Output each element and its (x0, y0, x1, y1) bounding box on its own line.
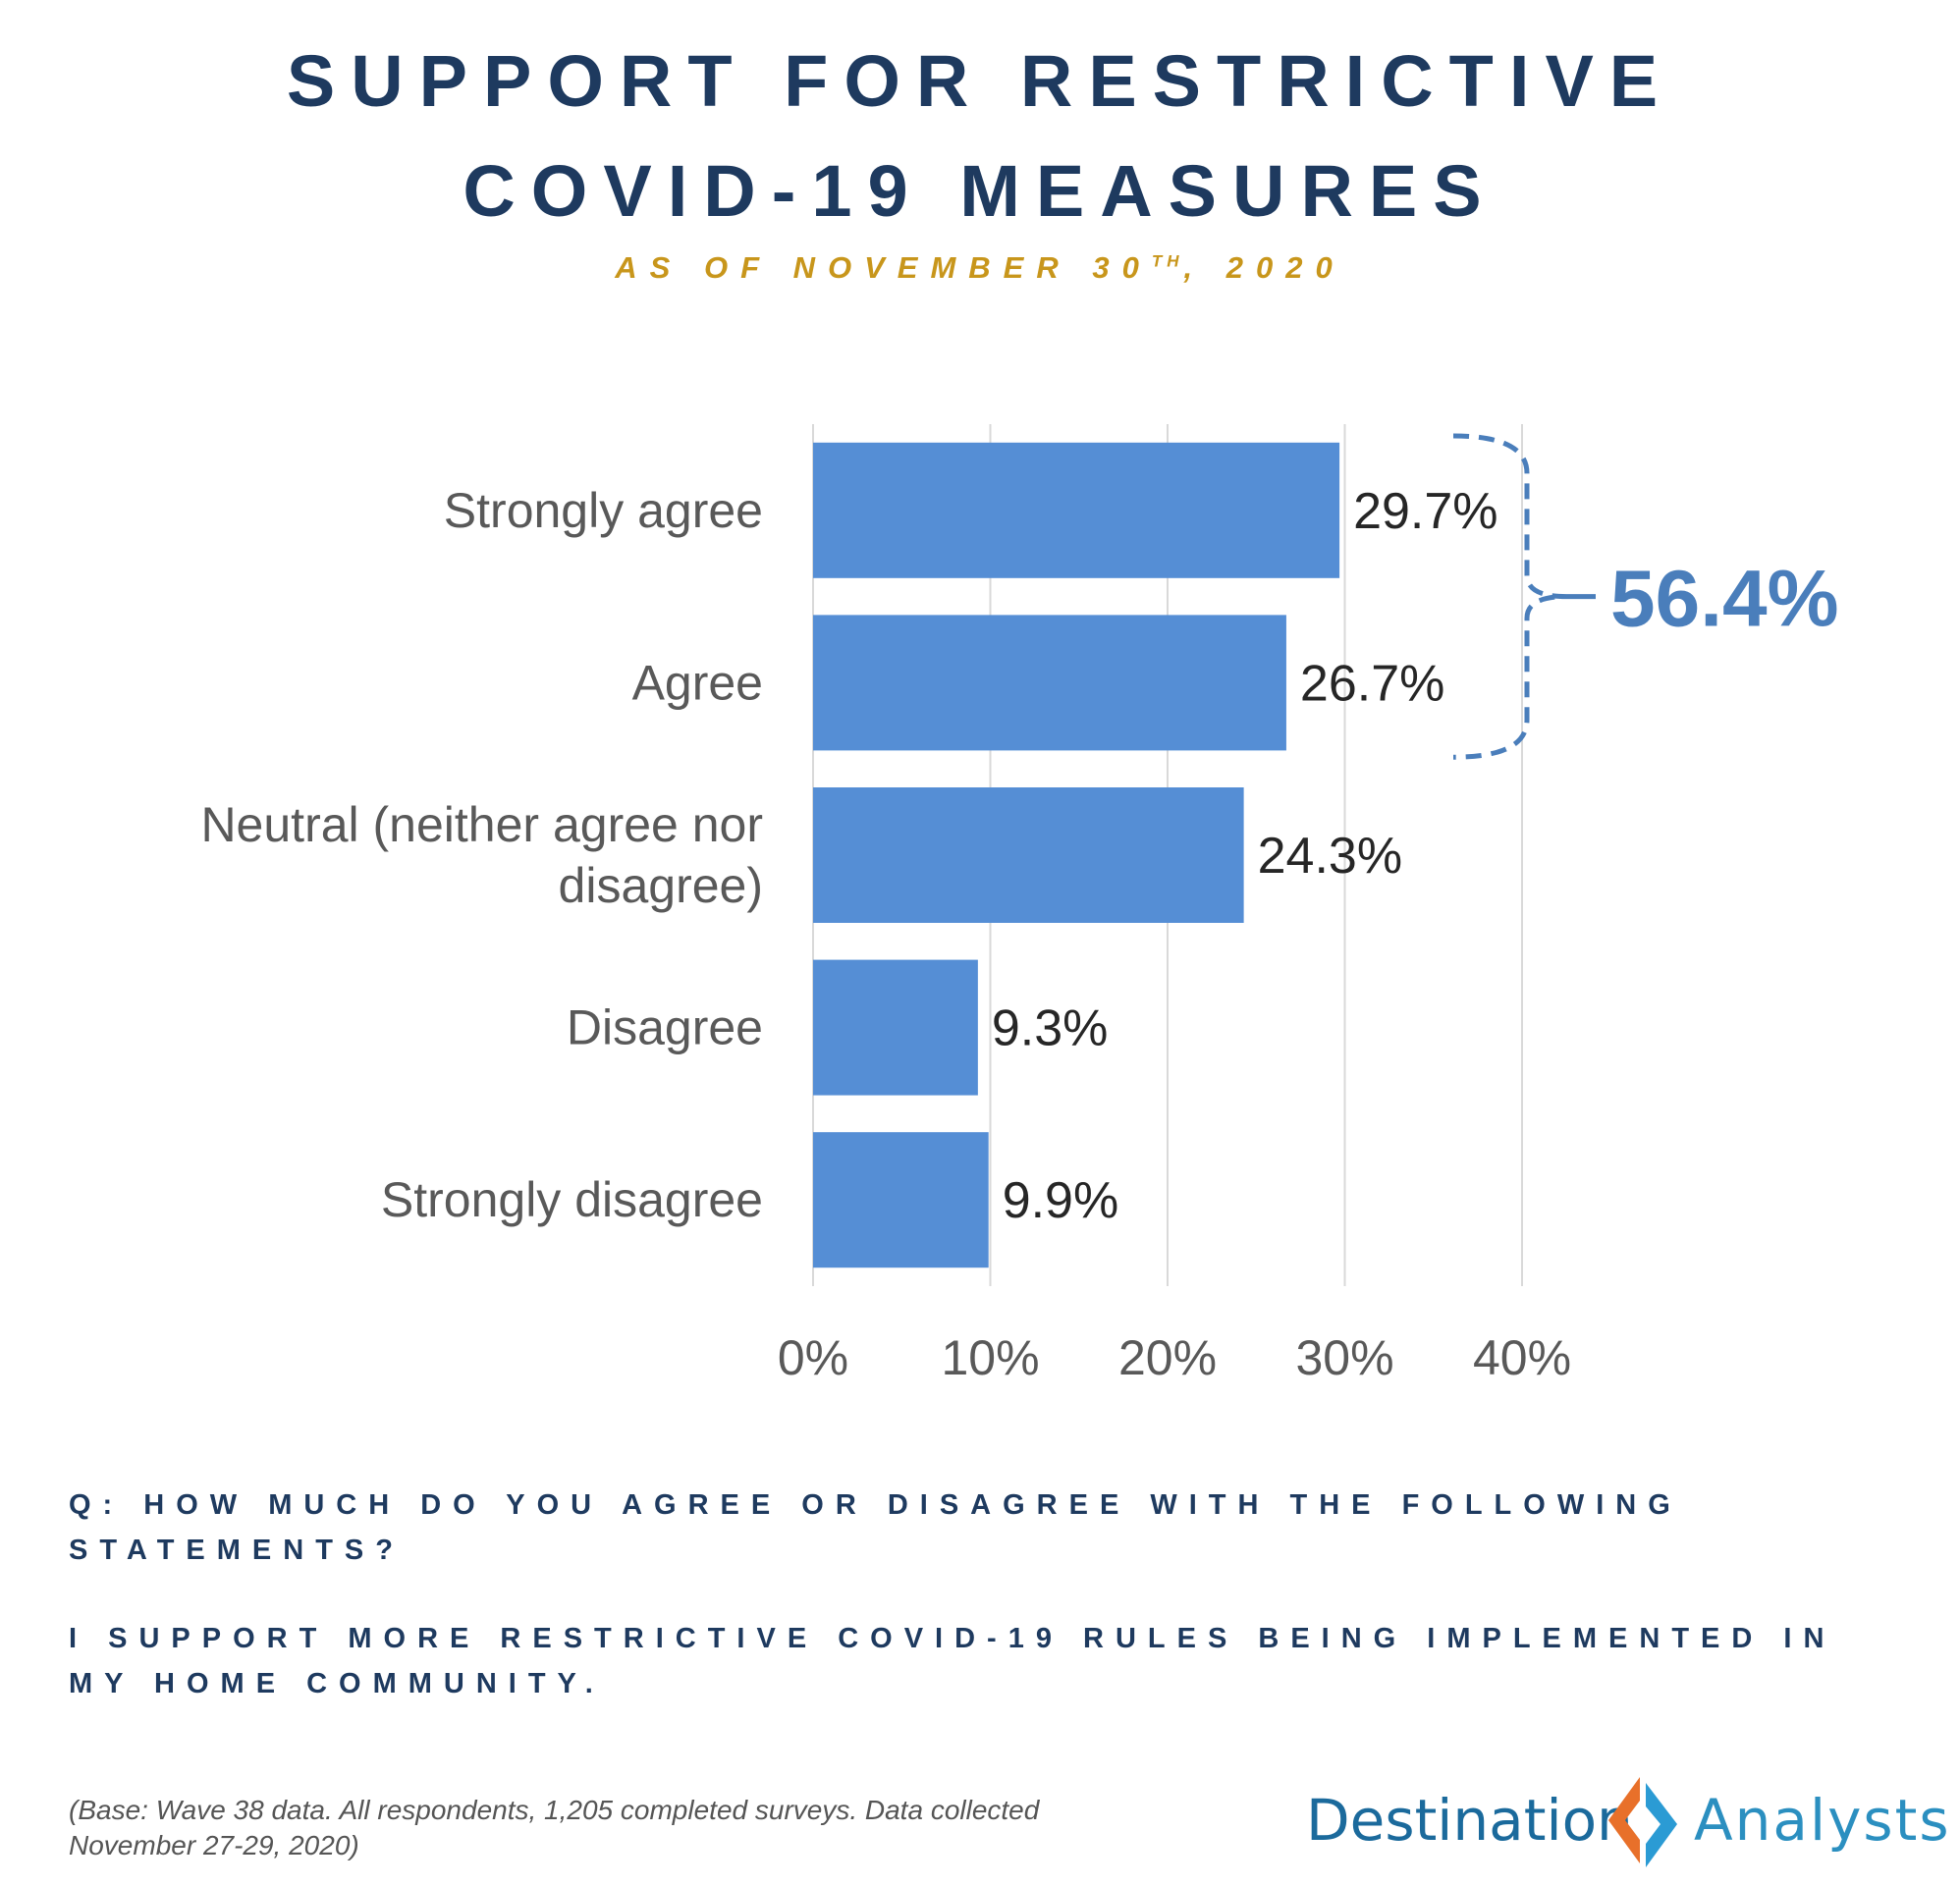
base-footnote: (Base: Wave 38 data. All respondents, 1,… (69, 1795, 1040, 1860)
chart-subtitle: AS OF NOVEMBER 30TH, 2020 (0, 250, 1960, 286)
x-tick-label: 30% (1295, 1330, 1393, 1385)
survey-question: Q: HOW MUCH DO YOU AGREE OR DISAGREE WIT… (69, 1489, 1682, 1566)
subtitle-date: AS OF NOVEMBER 30 (615, 250, 1152, 285)
x-tick-label: 10% (941, 1330, 1039, 1385)
annotation-label: 56.4% (1610, 555, 1839, 644)
category-label: Disagree (567, 1000, 763, 1055)
logo-diamond-left-icon (1608, 1777, 1640, 1863)
category-label: Neutral (neither agree nor disagree) (200, 797, 763, 913)
destination-analysts-logo: Destination Analysts (1306, 1769, 1949, 1877)
logo-word-analysts: Analysts (1694, 1787, 1951, 1854)
bar-chart: 0% 10% 20% 30% 40% Strongly agree 29.7% Agree 26… (200, 424, 1839, 1385)
category-label: Strongly agree (444, 483, 763, 538)
bar (813, 959, 978, 1096)
data-label: 26.7% (1300, 655, 1444, 712)
bar (813, 442, 1340, 578)
data-label: 9.3% (992, 1000, 1109, 1057)
chart-title-line2: COVID-19 MEASURES (463, 150, 1497, 232)
x-tick-label: 40% (1473, 1330, 1571, 1385)
category-label: Strongly disagree (381, 1172, 763, 1227)
data-label: 29.7% (1353, 483, 1497, 540)
logo-word-destination: Destination (1306, 1787, 1633, 1854)
subtitle-ordinal: TH (1151, 251, 1184, 271)
survey-statement: I SUPPORT MORE RESTRICTIVE COVID-19 RULE… (69, 1623, 1836, 1699)
subtitle-year: , 2020 (1183, 250, 1345, 285)
bar (813, 615, 1286, 751)
logo-diamond-right-icon (1646, 1783, 1677, 1867)
chart-title-line1: SUPPORT FOR RESTRICTIVE (286, 40, 1674, 122)
logo-diamond-icon (1608, 1777, 1677, 1867)
bar (813, 787, 1244, 923)
data-label: 9.9% (1003, 1172, 1119, 1229)
x-tick-label: 20% (1118, 1330, 1217, 1385)
bar (813, 1132, 989, 1268)
category-label: Agree (632, 655, 763, 710)
data-label: 24.3% (1258, 828, 1402, 885)
x-tick-label: 0% (778, 1330, 848, 1385)
